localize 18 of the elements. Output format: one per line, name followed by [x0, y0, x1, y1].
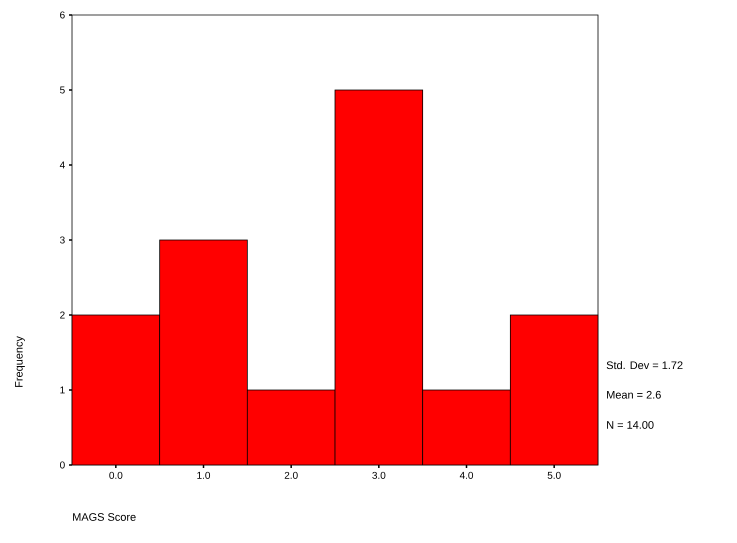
y-tick-label: 6 [60, 11, 65, 19]
x-axis-title: MAGS Score [73, 513, 136, 521]
x-tick-label: 3.0 [372, 472, 386, 479]
y-tick-label: 1 [60, 386, 65, 394]
x-tick-label: 0.0 [109, 472, 122, 479]
text: N = 14.00 [607, 421, 654, 429]
text: Std. Dev = 1.72 [606, 361, 683, 370]
y-tick-label: 4 [60, 162, 65, 168]
text: Mean = 2.6 [607, 390, 661, 399]
x-tick-label: 4.0 [460, 472, 474, 479]
y-tick-label: 0 [60, 461, 65, 469]
x-tick-label: 5.0 [548, 472, 561, 479]
x-tick-label: 2.0 [284, 472, 298, 479]
y-tick-label: 2 [60, 312, 65, 318]
y-tick-label: 5 [60, 86, 65, 94]
y-tick-label: 3 [60, 236, 65, 244]
y-axis-title: Frequency [15, 336, 25, 387]
x-tick-label: 1.0 [197, 472, 210, 479]
